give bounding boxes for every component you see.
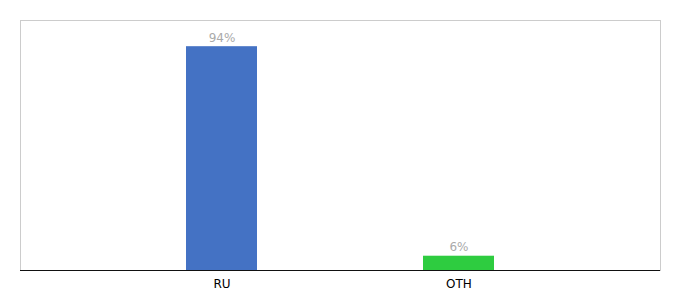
svg-text:6%: 6% [449,240,468,254]
svg-text:OTH: OTH [446,277,472,291]
svg-text:RU: RU [213,277,230,291]
svg-text:94%: 94% [209,31,236,45]
